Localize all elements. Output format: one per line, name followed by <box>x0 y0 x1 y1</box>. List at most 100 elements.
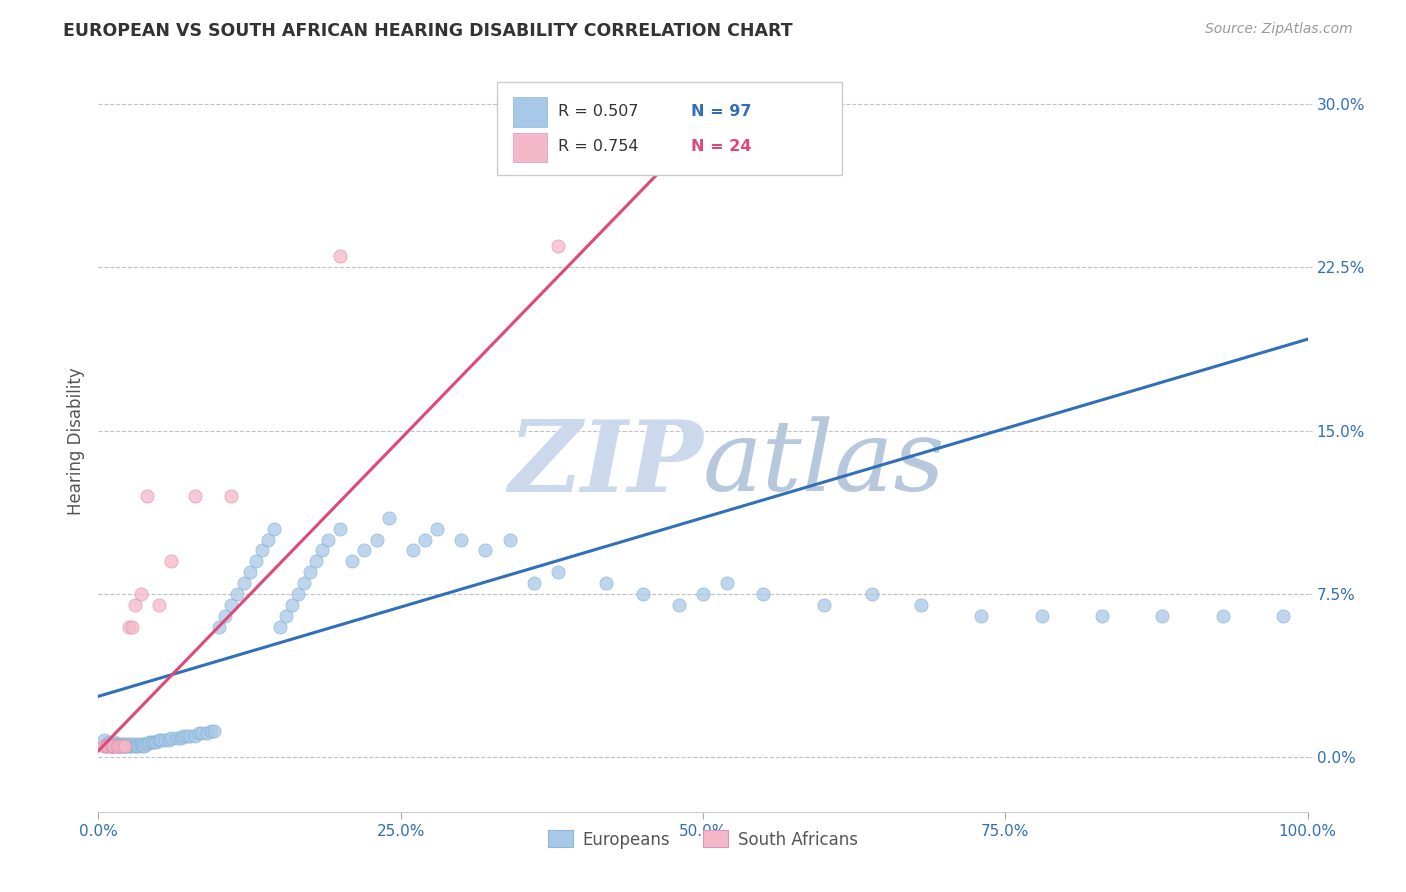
Point <box>245 554 267 568</box>
Point <box>716 576 738 591</box>
Y-axis label: Hearing Disability: Hearing Disability <box>66 368 84 516</box>
Point <box>138 735 160 749</box>
Point <box>316 533 339 547</box>
Point <box>93 732 115 747</box>
Point <box>101 739 124 754</box>
Point <box>114 739 136 754</box>
Point <box>100 739 122 754</box>
Point <box>96 737 118 751</box>
Text: atlas: atlas <box>703 416 946 511</box>
Point <box>595 576 617 591</box>
Point <box>179 729 201 743</box>
Point <box>148 732 170 747</box>
Point <box>105 739 128 754</box>
Point <box>287 587 309 601</box>
Point <box>114 739 136 754</box>
Point <box>187 726 209 740</box>
FancyBboxPatch shape <box>498 82 842 175</box>
Point <box>191 726 214 740</box>
Point <box>124 598 146 612</box>
Text: R = 0.754: R = 0.754 <box>558 139 638 154</box>
Point <box>910 598 932 612</box>
Point <box>214 608 236 623</box>
Point <box>256 533 278 547</box>
Point <box>101 739 124 754</box>
Point <box>115 737 138 751</box>
Point <box>221 598 243 612</box>
Point <box>402 543 425 558</box>
Point <box>100 739 122 754</box>
Point <box>150 732 173 747</box>
Point <box>860 587 883 601</box>
Point <box>103 735 125 749</box>
Point <box>131 739 153 754</box>
Point <box>239 565 262 579</box>
Point <box>121 619 143 633</box>
Text: N = 24: N = 24 <box>690 139 751 154</box>
Point <box>200 724 222 739</box>
Point <box>366 533 388 547</box>
Point <box>311 543 333 558</box>
Point <box>100 737 122 751</box>
Point <box>129 587 152 601</box>
Legend: Europeans, South Africans: Europeans, South Africans <box>541 823 865 855</box>
Point <box>121 737 143 751</box>
Point <box>93 739 115 754</box>
Point <box>107 739 129 754</box>
Point <box>353 543 375 558</box>
Point <box>166 731 188 745</box>
Point <box>111 739 134 754</box>
Point <box>118 737 141 751</box>
Point <box>752 587 775 601</box>
Point <box>813 598 835 612</box>
Point <box>377 510 399 524</box>
Point <box>125 739 148 754</box>
Point <box>547 565 569 579</box>
Point <box>120 739 142 754</box>
Text: EUROPEAN VS SOUTH AFRICAN HEARING DISABILITY CORRELATION CHART: EUROPEAN VS SOUTH AFRICAN HEARING DISABI… <box>63 22 793 40</box>
Point <box>132 737 155 751</box>
Point <box>426 522 449 536</box>
Point <box>176 729 198 743</box>
Point <box>134 739 156 754</box>
Point <box>226 587 249 601</box>
Point <box>413 533 436 547</box>
Point <box>107 737 129 751</box>
Point <box>160 554 183 568</box>
Point <box>204 724 226 739</box>
Point <box>329 522 352 536</box>
Point <box>100 739 122 754</box>
Point <box>135 737 157 751</box>
Point <box>305 554 328 568</box>
Point <box>208 619 231 633</box>
Point <box>141 735 163 749</box>
Point <box>329 250 352 264</box>
Point <box>970 608 993 623</box>
Point <box>127 737 149 751</box>
Point <box>1212 608 1234 623</box>
Point <box>232 576 254 591</box>
Point <box>342 554 364 568</box>
Point <box>97 739 120 754</box>
Point <box>94 739 117 754</box>
Point <box>269 619 291 633</box>
Point <box>98 735 121 749</box>
Point <box>1152 608 1174 623</box>
Point <box>127 739 149 754</box>
Point <box>250 543 273 558</box>
Point <box>129 737 152 751</box>
Point <box>111 737 134 751</box>
Point <box>668 598 690 612</box>
Point <box>221 489 243 503</box>
Point <box>157 732 180 747</box>
FancyBboxPatch shape <box>513 97 547 127</box>
Point <box>124 739 146 754</box>
Point <box>274 608 297 623</box>
Point <box>112 739 135 754</box>
Point <box>195 726 218 740</box>
Point <box>108 739 131 754</box>
Point <box>172 729 194 743</box>
Point <box>292 576 315 591</box>
Point <box>160 731 183 745</box>
Point <box>1272 608 1295 623</box>
